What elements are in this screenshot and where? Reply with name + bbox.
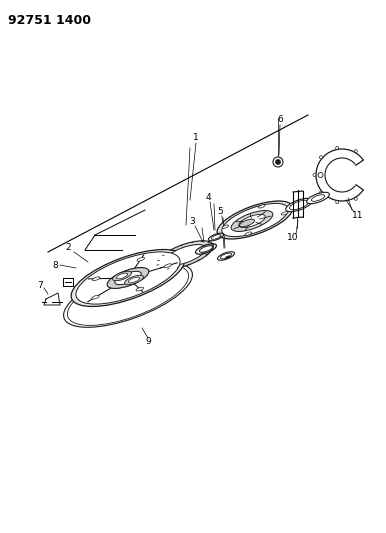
Ellipse shape — [68, 264, 189, 325]
Ellipse shape — [258, 205, 265, 208]
Ellipse shape — [115, 271, 141, 285]
Circle shape — [320, 156, 322, 159]
Text: 6: 6 — [277, 116, 283, 125]
Ellipse shape — [231, 211, 273, 231]
Circle shape — [336, 200, 339, 204]
Ellipse shape — [116, 273, 128, 279]
Ellipse shape — [239, 214, 265, 228]
Ellipse shape — [211, 235, 221, 239]
Text: 5: 5 — [217, 207, 223, 216]
Ellipse shape — [217, 201, 293, 239]
Text: 10: 10 — [287, 233, 299, 243]
Circle shape — [273, 157, 283, 167]
Ellipse shape — [76, 252, 180, 304]
Ellipse shape — [290, 200, 308, 210]
Ellipse shape — [164, 264, 171, 268]
Ellipse shape — [164, 245, 206, 265]
Ellipse shape — [92, 277, 100, 281]
Ellipse shape — [239, 219, 255, 227]
Text: 9: 9 — [145, 337, 151, 346]
Ellipse shape — [157, 241, 213, 269]
Text: 4: 4 — [205, 193, 211, 203]
Ellipse shape — [137, 257, 145, 261]
Ellipse shape — [71, 249, 185, 306]
Ellipse shape — [222, 204, 288, 237]
Ellipse shape — [125, 275, 144, 285]
Text: 2: 2 — [65, 244, 71, 253]
Text: 3: 3 — [189, 217, 195, 227]
Ellipse shape — [128, 277, 140, 283]
Ellipse shape — [281, 212, 288, 215]
Circle shape — [318, 173, 323, 177]
Ellipse shape — [220, 253, 232, 259]
Ellipse shape — [107, 268, 149, 288]
Ellipse shape — [92, 295, 99, 299]
Ellipse shape — [222, 225, 229, 228]
Ellipse shape — [306, 192, 329, 204]
Ellipse shape — [113, 271, 132, 281]
Ellipse shape — [286, 198, 312, 212]
Text: 8: 8 — [52, 261, 58, 270]
Text: 11: 11 — [352, 211, 364, 220]
Ellipse shape — [136, 287, 144, 291]
Circle shape — [336, 147, 339, 149]
Ellipse shape — [245, 232, 252, 235]
Circle shape — [313, 174, 316, 176]
Circle shape — [354, 197, 357, 200]
Ellipse shape — [226, 256, 230, 258]
Circle shape — [354, 150, 357, 152]
Text: 92751 1400: 92751 1400 — [8, 14, 91, 27]
Circle shape — [276, 159, 281, 165]
Ellipse shape — [199, 246, 213, 252]
Text: 1: 1 — [193, 133, 199, 142]
Circle shape — [320, 191, 322, 194]
Text: 7: 7 — [37, 280, 43, 289]
Ellipse shape — [312, 195, 325, 201]
